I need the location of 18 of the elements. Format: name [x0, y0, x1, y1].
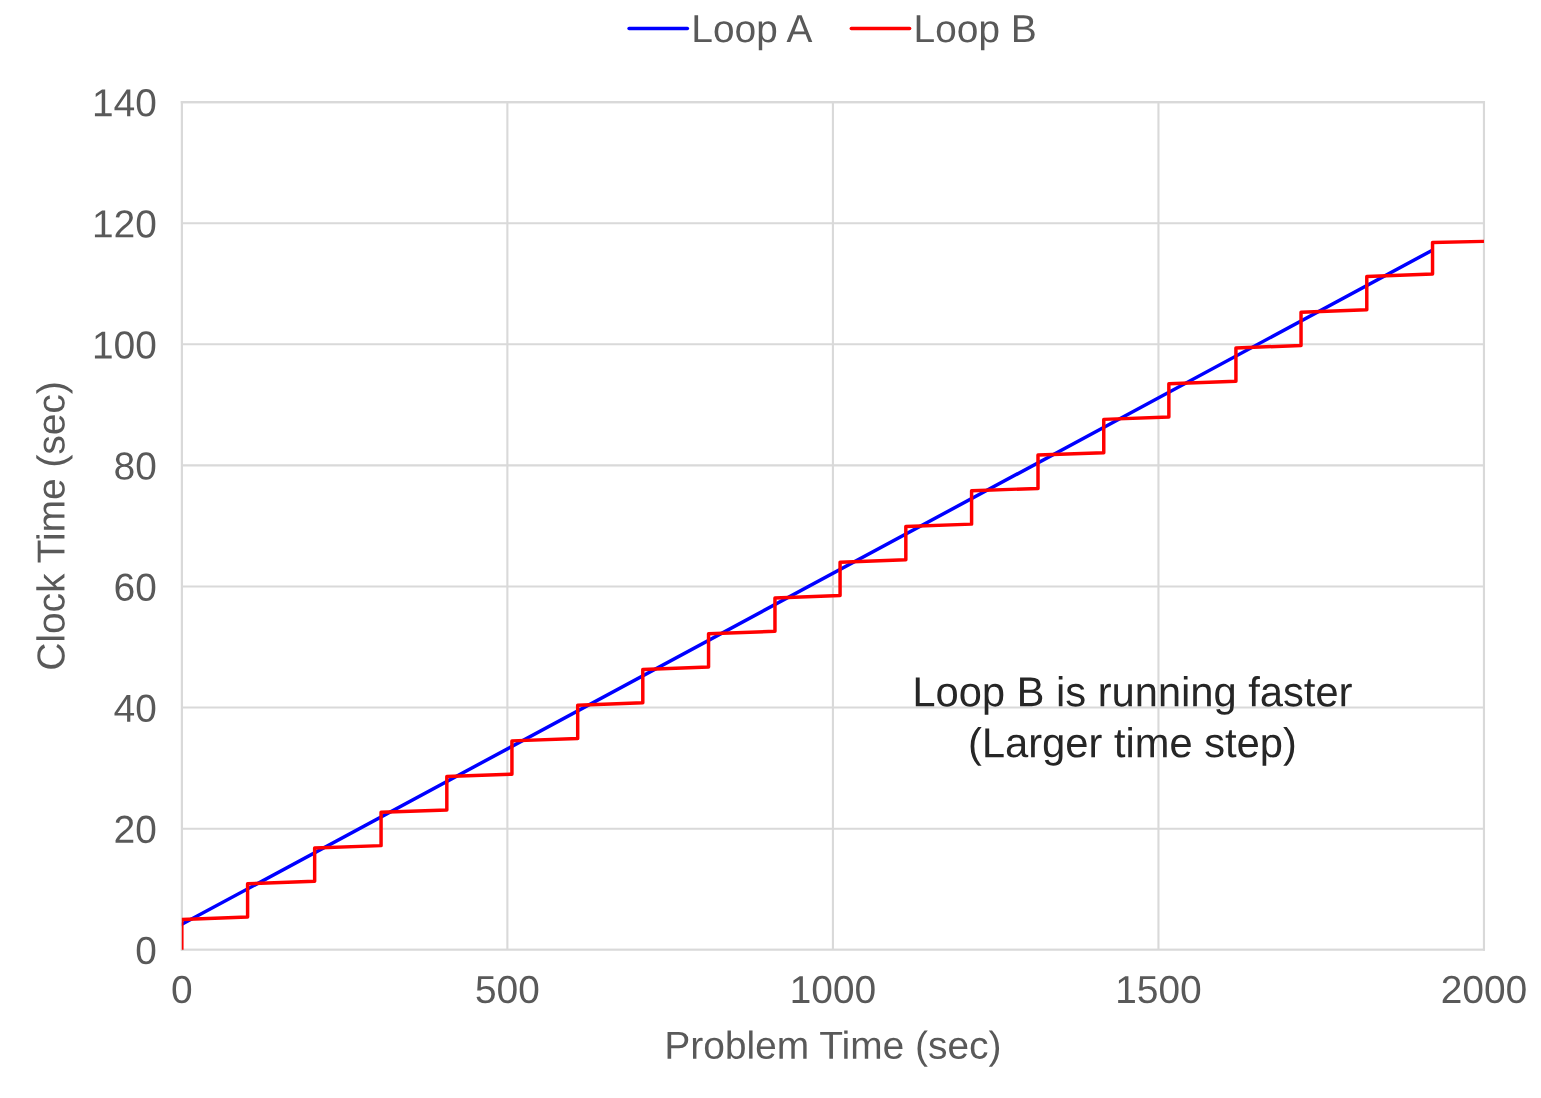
y-tick-label: 100	[94, 331, 156, 359]
y-tick-label: 140	[94, 89, 156, 117]
x-tick-label: 2000	[1442, 975, 1526, 1004]
x-tick-label: 0	[172, 975, 192, 1004]
y-tick-label: 60	[115, 573, 156, 601]
x-tick-label: 500	[476, 975, 539, 1004]
y-tick-label: 40	[114, 694, 156, 723]
annotation: Loop B is running faster (Larger time step)	[915, 676, 1352, 766]
y-axis-title: Clock Time (sec)	[36, 383, 73, 669]
y-tick-label: 120	[94, 210, 156, 238]
x-axis-title: Problem Time (sec)	[667, 1030, 1000, 1067]
legend-label: Loop B	[916, 15, 1035, 51]
legend-label: Loop A	[694, 15, 813, 51]
y-tick-label: 0	[136, 936, 156, 965]
y-tick-label: 20	[115, 815, 156, 844]
x-tick-label: 1500	[1118, 975, 1201, 1004]
x-tick-label: 1000	[792, 975, 875, 1004]
y-tick-label: 80	[115, 452, 156, 480]
